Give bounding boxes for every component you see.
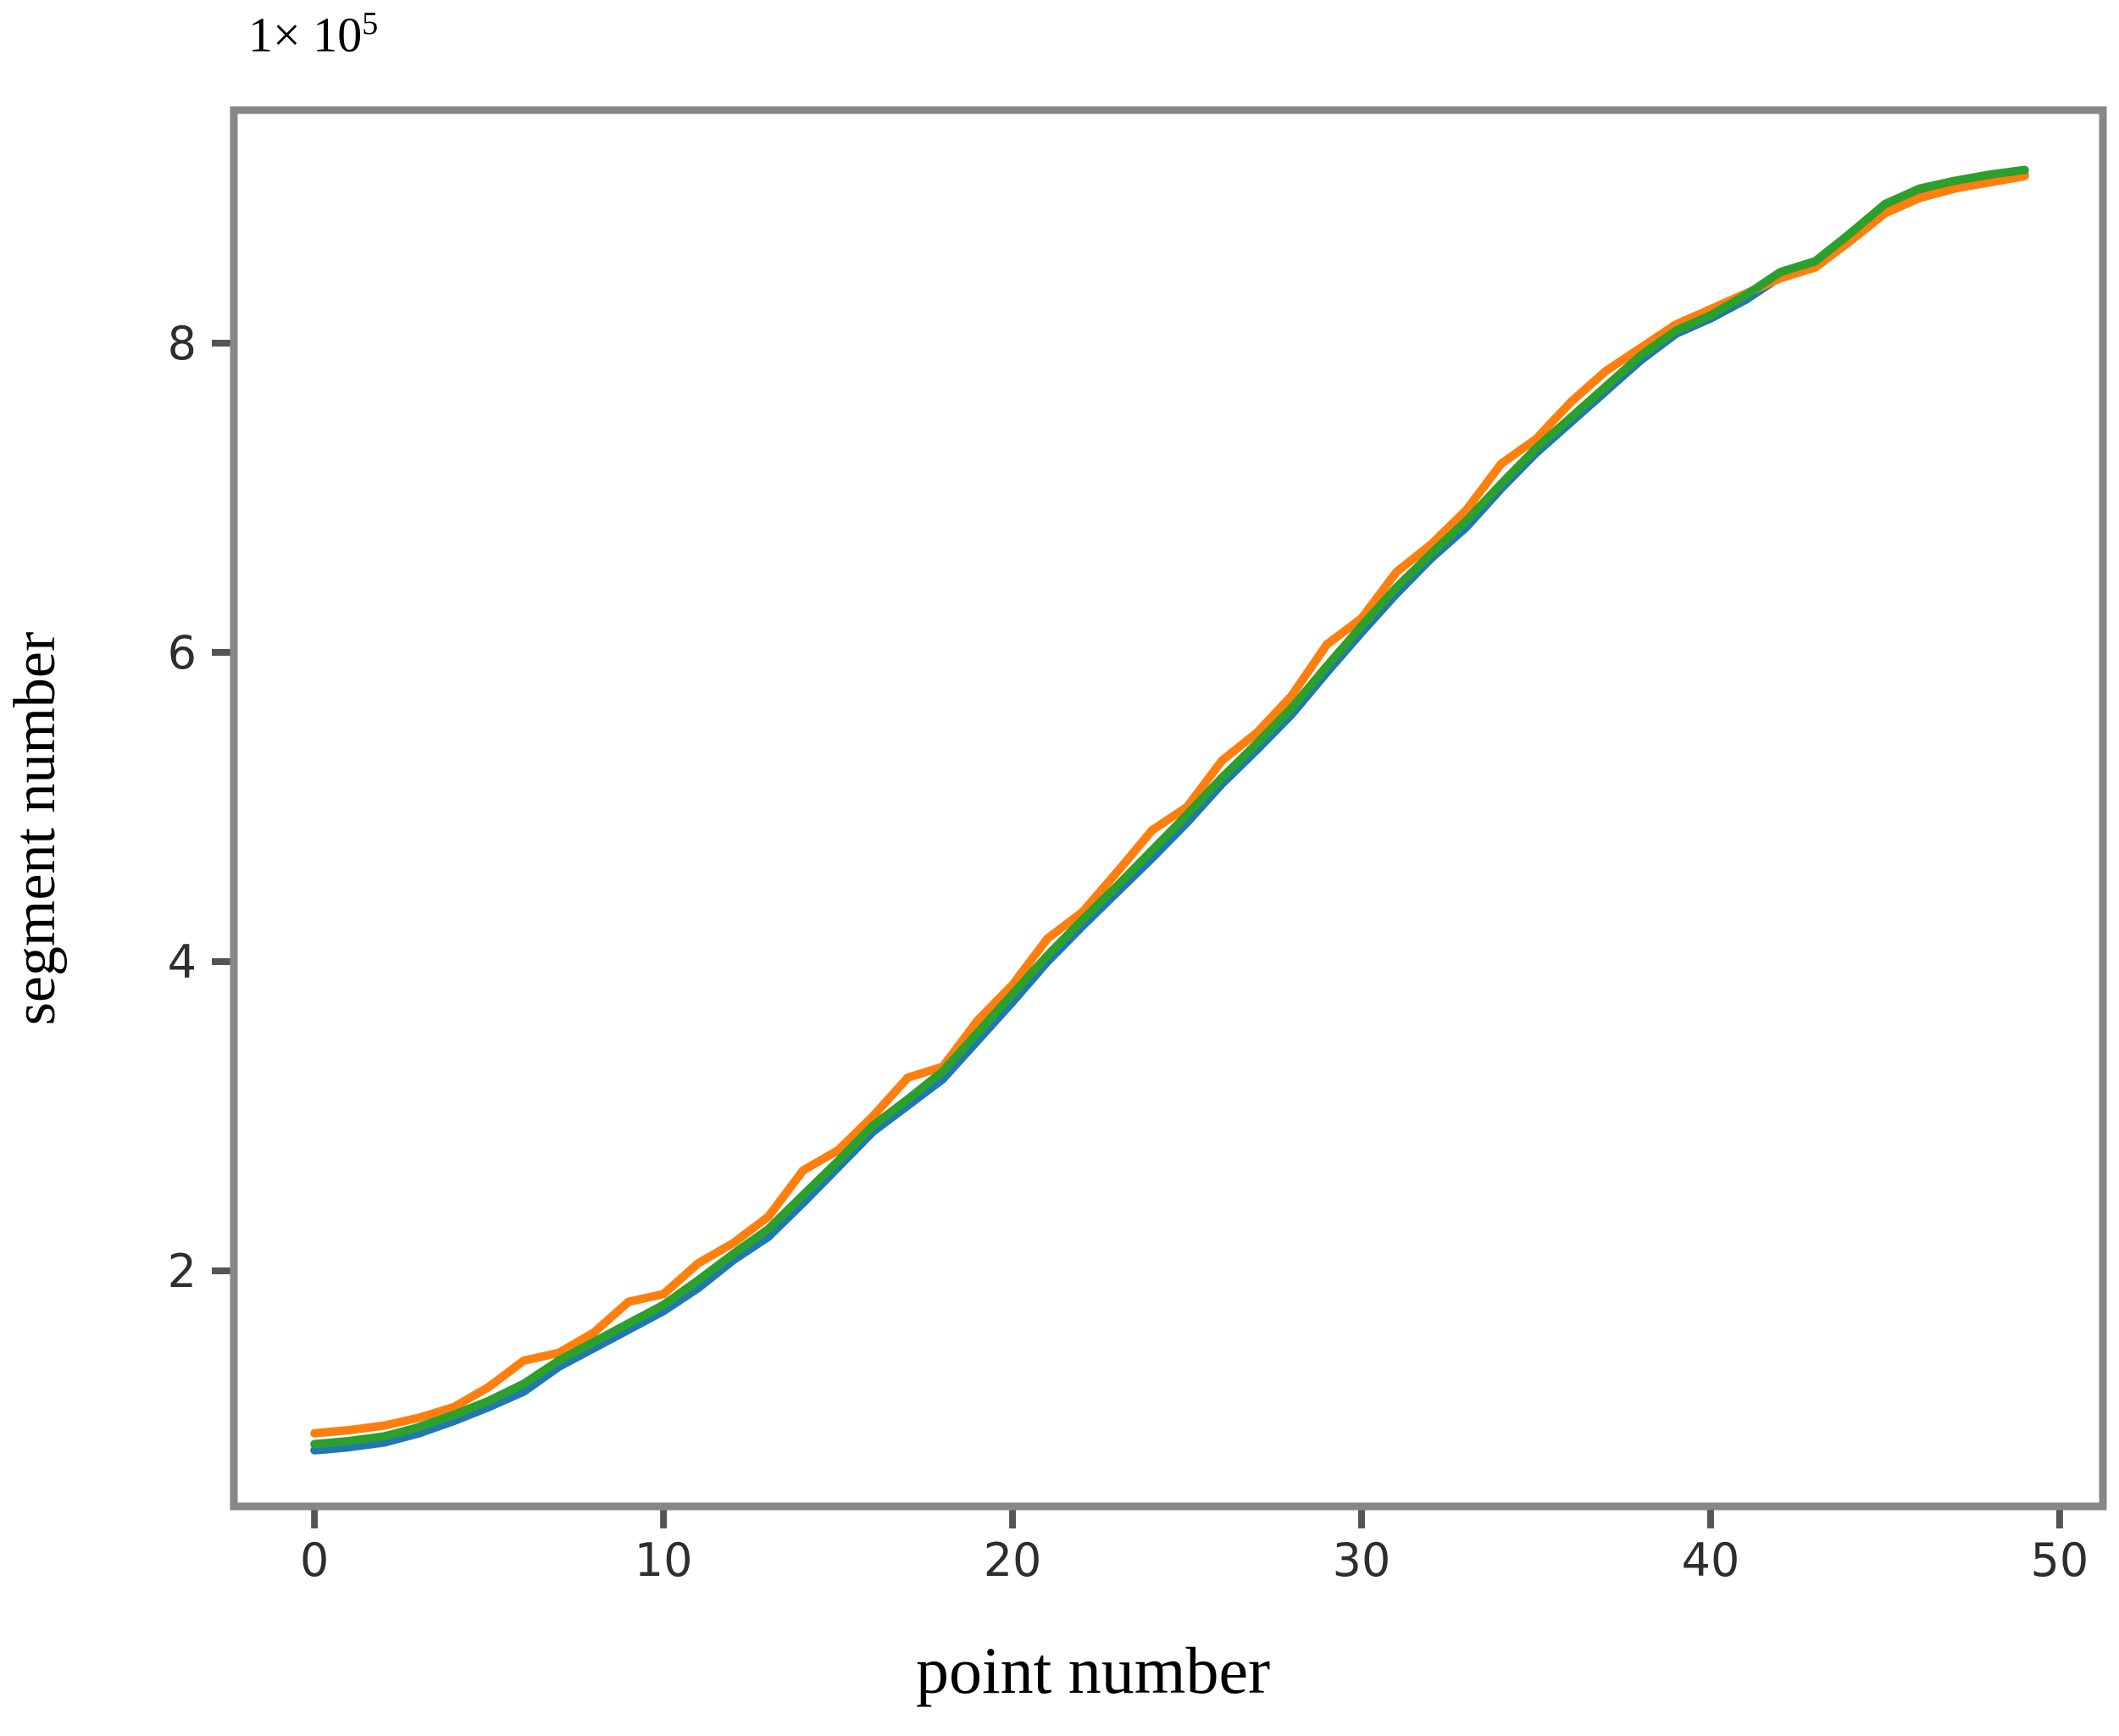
series-3-green-line	[310, 165, 2029, 1449]
x-tick-label: 10	[635, 1534, 693, 1587]
y-axis-scale-mantissa: 1× 10	[248, 7, 363, 63]
x-tick-label: 20	[984, 1534, 1042, 1587]
y-axis-label: segment number	[3, 631, 68, 1026]
series-1-blue-line	[310, 170, 2029, 1455]
y-tick-label: 8	[168, 317, 197, 370]
x-tick-label: 50	[2031, 1534, 2089, 1587]
x-axis-label: point number	[915, 1633, 1271, 1707]
y-axis-scale-label: 1× 105	[248, 5, 378, 63]
y-tick-label: 6	[168, 626, 197, 679]
series-2-orange-line	[310, 171, 2029, 1438]
plot-border	[230, 106, 2107, 1511]
x-tick-label: 40	[1682, 1534, 1740, 1587]
y-tick-label: 2	[168, 1245, 197, 1298]
y-axis-scale-exponent: 5	[362, 6, 379, 42]
x-tick-label: 0	[300, 1534, 329, 1587]
y-tick-label: 4	[168, 935, 197, 989]
x-tick-label: 30	[1333, 1534, 1391, 1587]
